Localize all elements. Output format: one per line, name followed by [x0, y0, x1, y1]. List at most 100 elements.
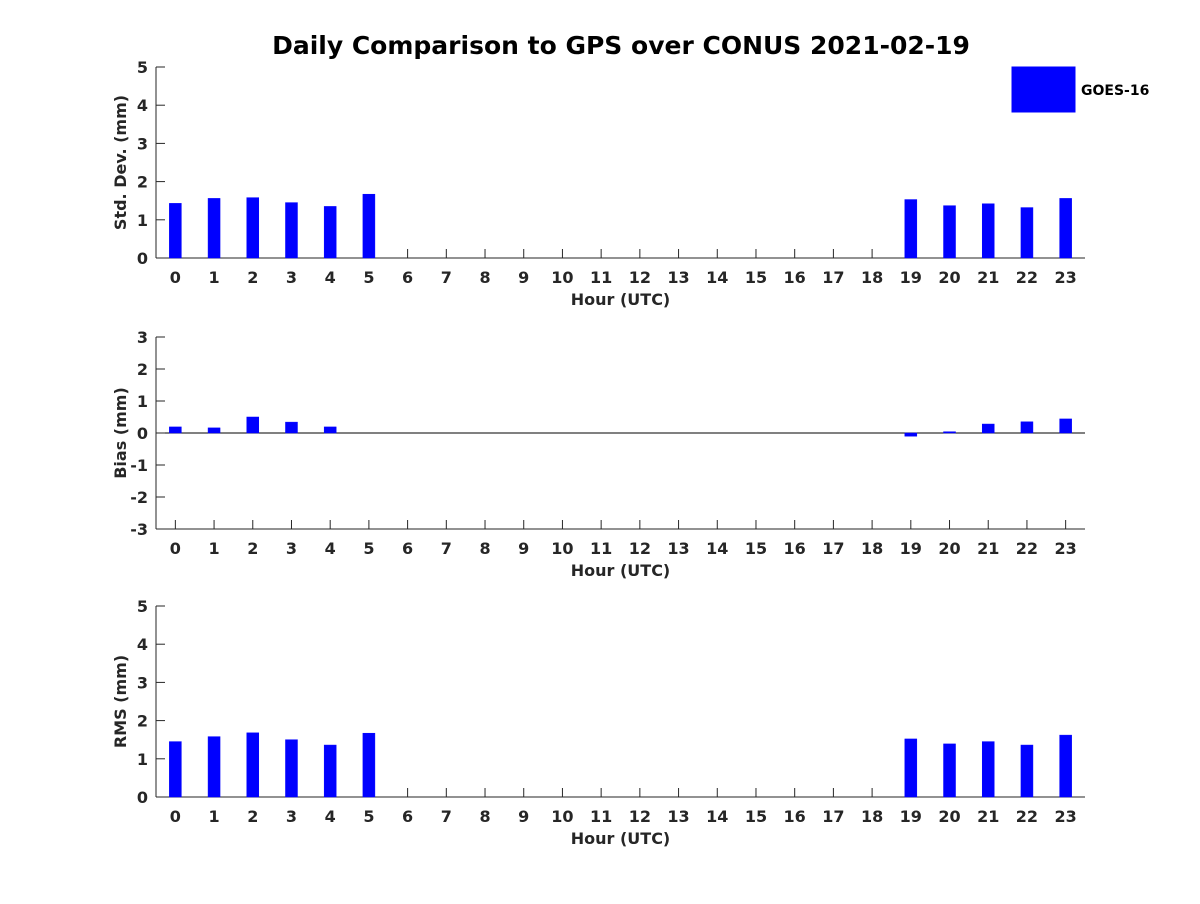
- x-tick-label: 8: [479, 539, 490, 558]
- x-tick-label: 22: [1016, 268, 1038, 287]
- x-tick-label: 0: [170, 539, 181, 558]
- y-tick-label: 3: [137, 328, 148, 347]
- x-tick-label: 2: [247, 539, 258, 558]
- x-tick-label: 11: [590, 807, 612, 826]
- bar-rms-hour-19: [904, 738, 918, 798]
- x-tick-label: 16: [784, 807, 806, 826]
- x-tick-label: 13: [667, 268, 689, 287]
- bar-std-hour-23: [1059, 198, 1072, 259]
- x-tick-label: 18: [861, 268, 883, 287]
- bar-rms-hour-23: [1059, 734, 1072, 798]
- bar-std-hour-19: [904, 199, 918, 259]
- x-tick-label: 11: [590, 268, 612, 287]
- x-tick-label: 17: [822, 807, 844, 826]
- bar-bias-hour-23: [1059, 418, 1072, 434]
- x-tick-label: 0: [170, 807, 181, 826]
- bar-bias-hour-4: [323, 426, 337, 434]
- x-axis-label: Hour (UTC): [571, 290, 671, 309]
- x-tick-label: 17: [822, 539, 844, 558]
- y-tick-label: 4: [137, 96, 148, 115]
- y-tick-label: 2: [137, 712, 148, 731]
- x-tick-label: 2: [247, 807, 258, 826]
- x-tick-label: 20: [938, 268, 960, 287]
- y-axis-label: Std. Dev. (mm): [111, 95, 130, 230]
- x-tick-label: 21: [977, 807, 999, 826]
- x-tick-label: 1: [208, 539, 219, 558]
- bar-bias-hour-21: [981, 423, 995, 434]
- x-tick-label: 16: [784, 268, 806, 287]
- x-tick-label: 17: [822, 268, 844, 287]
- y-tick-label: 0: [137, 249, 148, 268]
- x-tick-label: 14: [706, 807, 728, 826]
- bar-bias-hour-3: [285, 421, 298, 434]
- bar-std-hour-20: [943, 205, 956, 259]
- x-tick-label: 2: [247, 268, 258, 287]
- x-tick-label: 13: [667, 807, 689, 826]
- x-tick-label: 4: [325, 807, 336, 826]
- bar-std-hour-1: [207, 198, 221, 259]
- y-tick-label: 1: [137, 392, 148, 411]
- bar-std-hour-3: [285, 202, 298, 259]
- bar-std-hour-4: [323, 206, 337, 259]
- legend-swatch-goes-16: [1011, 66, 1076, 113]
- x-tick-label: 7: [441, 807, 452, 826]
- x-tick-label: 9: [518, 268, 529, 287]
- x-axis-label: Hour (UTC): [571, 561, 671, 580]
- x-tick-label: 22: [1016, 807, 1038, 826]
- x-tick-label: 5: [363, 539, 374, 558]
- x-tick-label: 16: [784, 539, 806, 558]
- x-tick-label: 15: [745, 807, 767, 826]
- x-tick-label: 9: [518, 539, 529, 558]
- x-tick-label: 13: [667, 539, 689, 558]
- bar-bias-hour-20: [943, 431, 956, 434]
- bar-rms-hour-3: [285, 739, 298, 798]
- x-tick-label: 10: [551, 268, 573, 287]
- x-tick-label: 14: [706, 268, 728, 287]
- x-tick-label: 12: [629, 807, 651, 826]
- x-tick-label: 3: [286, 268, 297, 287]
- x-tick-label: 7: [441, 268, 452, 287]
- x-tick-label: 18: [861, 539, 883, 558]
- x-tick-label: 3: [286, 539, 297, 558]
- y-tick-label: 5: [137, 58, 148, 77]
- bar-rms-hour-1: [207, 736, 221, 798]
- x-tick-label: 12: [629, 539, 651, 558]
- x-tick-label: 21: [977, 539, 999, 558]
- y-tick-label: 3: [137, 134, 148, 153]
- x-axis-label: Hour (UTC): [571, 829, 671, 848]
- y-tick-label: 2: [137, 173, 148, 192]
- x-tick-label: 22: [1016, 539, 1038, 558]
- y-tick-label: 0: [137, 788, 148, 807]
- bar-bias-hour-22: [1020, 421, 1034, 434]
- y-tick-label: 3: [137, 673, 148, 692]
- x-tick-label: 0: [170, 268, 181, 287]
- bar-rms-hour-20: [943, 743, 956, 798]
- x-tick-label: 4: [325, 539, 336, 558]
- y-tick-label: -1: [130, 456, 148, 475]
- bar-bias-hour-19: [904, 432, 918, 437]
- bar-bias-hour-0: [169, 426, 182, 434]
- bar-std-hour-22: [1020, 207, 1034, 259]
- x-tick-label: 4: [325, 268, 336, 287]
- bar-std-hour-5: [362, 193, 376, 259]
- bar-rms-hour-2: [246, 732, 260, 798]
- x-tick-label: 6: [402, 539, 413, 558]
- y-tick-label: 1: [137, 750, 148, 769]
- x-tick-label: 11: [590, 539, 612, 558]
- x-tick-label: 6: [402, 807, 413, 826]
- x-tick-label: 21: [977, 268, 999, 287]
- legend: GOES-16: [1011, 66, 1149, 113]
- chart-title: Daily Comparison to GPS over CONUS 2021-…: [272, 31, 970, 60]
- y-tick-label: 4: [137, 635, 148, 654]
- bar-bias-hour-1: [207, 427, 221, 434]
- x-tick-label: 12: [629, 268, 651, 287]
- x-tick-label: 8: [479, 268, 490, 287]
- x-tick-label: 20: [938, 807, 960, 826]
- bar-rms-hour-0: [169, 741, 182, 798]
- x-tick-label: 8: [479, 807, 490, 826]
- bar-std-hour-0: [169, 203, 182, 259]
